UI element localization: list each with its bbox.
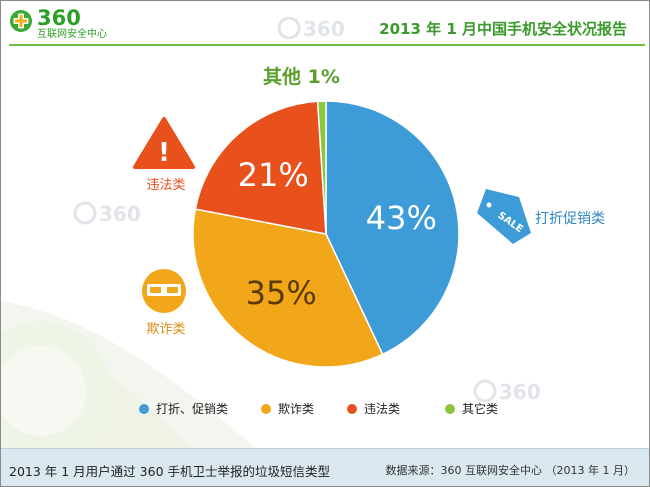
masked-face-icon (142, 269, 186, 313)
logo: 360 互联网安全中心 (9, 6, 169, 43)
page-title: 2013 年 1 月中国手机安全状况报告 (379, 20, 627, 38)
header: 360 互联网安全中心 2013 年 1 月中国手机安全状况报告 (1, 1, 649, 46)
legend-swatch (445, 404, 455, 414)
legend-label: 欺诈类 (278, 402, 315, 416)
legend-label: 打折、促销类 (156, 402, 229, 416)
legend-swatch (347, 404, 357, 414)
slice-label-discount: 43% (366, 199, 437, 237)
watermark-text: 360 (303, 17, 345, 41)
watermark-text: 360 (99, 202, 141, 226)
data-source: 数据来源：360 互联网安全中心 （2013 年 1 月） (385, 464, 635, 477)
pie-slice (316, 100, 327, 235)
legend-label: 其它类 (462, 402, 499, 416)
legend-swatch (139, 404, 149, 414)
slice-label-illegal: 21% (238, 156, 309, 194)
logo-subtitle: 互联网安全中心 (37, 29, 107, 40)
footer: 2013 年 1 月用户通过 360 手机卫士举报的垃圾短信类型 数据来源：36… (1, 448, 649, 486)
callout-illegal: 违法类 (146, 178, 185, 193)
legend-label: 违法类 (364, 402, 401, 416)
watermark: 360 360 360 (73, 16, 541, 404)
sale-tag-icon: SALE (477, 189, 531, 244)
watermark-text: 360 (499, 380, 541, 404)
slice-label-other: 其他 1% (263, 65, 340, 88)
chart-caption: 2013 年 1 月用户通过 360 手机卫士举报的垃圾短信类型 (9, 464, 330, 479)
logo-text: 360 (37, 6, 81, 30)
legend-swatch (261, 404, 271, 414)
header-divider (9, 44, 645, 46)
pie-slice (325, 100, 460, 356)
pie-slice (194, 100, 327, 235)
pie-slice (192, 208, 384, 368)
plus-shield-icon (10, 10, 32, 32)
chart-legend: 打折、促销类 欺诈类 违法类 其它类 (111, 399, 541, 419)
warning-triangle-icon: ! (133, 117, 195, 169)
callout-discount: 打折促销类 (535, 210, 605, 227)
callout-fraud: 欺诈类 (146, 322, 185, 337)
slice-label-fraud: 35% (246, 274, 317, 312)
warning-icon-glyph: ! (158, 138, 170, 168)
